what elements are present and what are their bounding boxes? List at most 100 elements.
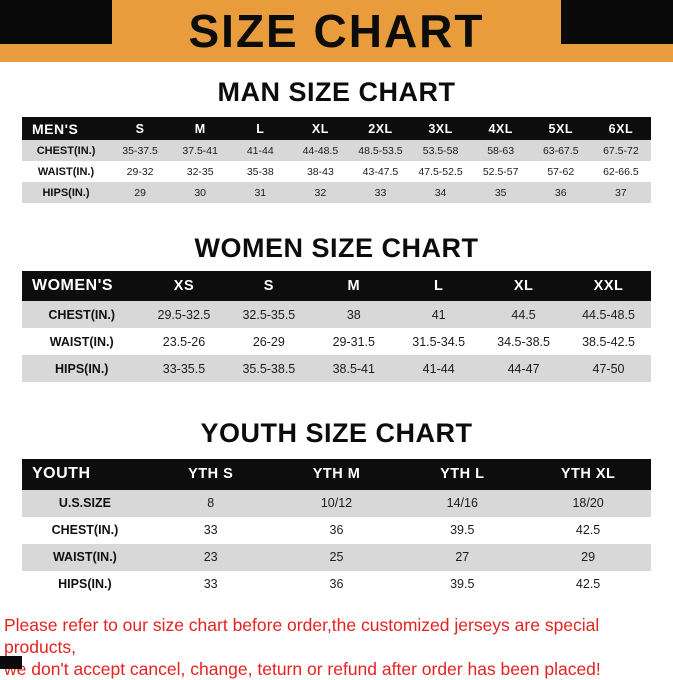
value-cell: 37.5-41 (182, 144, 218, 157)
value-cell: 44-48.5 (302, 144, 339, 157)
header-row: YOUTH YTH S YTH M YTH L YTH XL (22, 458, 651, 490)
size-header-cell: M (311, 271, 397, 302)
value-cell: 67.5-72 (603, 144, 639, 157)
row-label-cell: WAIST(IN.) (37, 165, 95, 178)
page-title: SIZE CHART (188, 5, 485, 57)
value-cell: 29.5-32.5 (157, 307, 211, 322)
value-cell: 63-67.5 (542, 144, 579, 157)
value-cell: 32-35 (186, 165, 214, 178)
size-header-cell: XXL (566, 271, 651, 302)
value-cell: 42.5 (575, 523, 601, 538)
value-cell: 36 (329, 523, 344, 538)
value-cell: 31 (254, 186, 267, 199)
youth-size-table: YOUTH YTH S YTH M YTH L YTH XL U.S.SIZE 8 10/12… (22, 458, 651, 598)
disclaimer-line-1: Please refer to our size chart before or… (4, 614, 600, 657)
women-size-table: WOMEN'S XS S M L XL XXL CHEST(IN.) 29.5-32.5 32.5… (22, 271, 651, 383)
table-title-cell: YOUTH (22, 458, 148, 490)
table-row: CHEST(IN.) 33 36 39.5 42.5 (22, 516, 651, 544)
value-cell: 52.5-57 (482, 165, 519, 178)
value-cell: 41-44 (246, 144, 274, 157)
value-cell: 36 (554, 186, 567, 199)
size-header-cell: M (170, 117, 231, 141)
value-cell: 32 (314, 186, 327, 199)
size-header-cell: YTH L (399, 458, 526, 490)
value-cell: 39.5 (450, 577, 475, 592)
size-header-cell: 2XL (350, 117, 411, 141)
header-row: MEN'S S M L XL 2XL 3XL 4XL 5XL 6XL (22, 117, 651, 141)
row-label-cell: HIPS(IN.) (42, 186, 90, 199)
women-section-heading: WOMEN SIZE CHART (194, 233, 479, 264)
disclaimer: Please refer to our size chart before or… (0, 614, 673, 680)
table-row: U.S.SIZE 8 10/12 14/16 18/20 (22, 489, 651, 517)
value-cell: 10/12 (320, 496, 353, 511)
value-cell: 53.5-58 (422, 144, 459, 157)
value-cell: 27 (455, 550, 470, 565)
table-row: WAIST(IN.) 29-32 32-35 35-38 38-43 43-47.5 47.… (22, 161, 651, 183)
value-cell: 35-37.5 (122, 144, 158, 157)
value-cell: 42.5 (575, 577, 601, 592)
value-cell: 44.5 (511, 307, 536, 322)
value-cell: 33 (203, 523, 218, 538)
value-cell: 23.5-26 (162, 334, 206, 349)
value-cell: 34 (434, 186, 447, 199)
youth-section-heading: YOUTH SIZE CHART (200, 418, 473, 449)
size-header-cell: XL (290, 117, 351, 141)
header-row: WOMEN'S XS S M L XL XXL (22, 271, 651, 302)
value-cell: 38.5-42.5 (582, 334, 635, 349)
man-section-heading: MAN SIZE CHART (217, 77, 456, 107)
value-cell: 8 (207, 496, 215, 511)
value-cell: 35.5-38.5 (242, 361, 296, 376)
value-cell: 44-47 (507, 361, 540, 376)
value-cell: 57-62 (547, 165, 575, 178)
value-cell: 58-63 (487, 144, 515, 157)
size-header-cell: 5XL (530, 117, 591, 141)
row-label-cell: CHEST(IN.) (51, 523, 119, 538)
banner-corner-left (0, 0, 112, 44)
value-cell: 32.5-35.5 (242, 307, 296, 322)
value-cell: 29 (581, 550, 596, 565)
value-cell: 31.5-34.5 (412, 334, 466, 349)
value-cell: 47-50 (592, 361, 625, 376)
size-header-cell: 6XL (590, 117, 651, 141)
row-label-cell: U.S.SIZE (58, 496, 111, 511)
size-header-cell: 3XL (410, 117, 471, 141)
value-cell: 43-47.5 (362, 165, 399, 178)
value-cell: 35-38 (246, 165, 274, 178)
value-cell: 39.5 (450, 523, 475, 538)
table-title-cell: MEN'S (22, 117, 111, 141)
table-row: CHEST(IN.) 29.5-32.5 32.5-35.5 38 41 44.5 44.5… (22, 301, 651, 329)
value-cell: 41-44 (422, 361, 455, 376)
row-label-cell: HIPS(IN.) (55, 361, 109, 376)
value-cell: 29-32 (126, 165, 154, 178)
value-cell: 14/16 (446, 496, 478, 511)
value-cell: 23 (203, 550, 218, 565)
table-title-cell: WOMEN'S (22, 271, 142, 302)
bottom-corner-mark (0, 656, 22, 669)
row-label-cell: HIPS(IN.) (58, 577, 112, 592)
value-cell: 34.5-38.5 (497, 334, 550, 349)
value-cell: 38.5-41 (332, 361, 375, 376)
value-cell: 38 (346, 307, 361, 322)
value-cell: 37 (615, 186, 627, 199)
youth-size-chart-section: YOUTH SIZE CHART YOUTH YTH S YTH M YTH L YTH… (0, 418, 673, 598)
value-cell: 33 (203, 577, 218, 592)
value-cell: 30 (194, 186, 207, 199)
size-header-cell: 4XL (470, 117, 531, 141)
value-cell: 25 (329, 550, 344, 565)
value-cell: 29 (134, 186, 146, 199)
value-cell: 18/20 (572, 496, 604, 511)
value-cell: 62-66.5 (603, 165, 639, 178)
value-cell: 35 (494, 186, 507, 199)
value-cell: 36 (329, 577, 344, 592)
size-header-cell: S (110, 117, 171, 141)
women-size-chart-section: WOMEN SIZE CHART WOMEN'S XS S M L XL XXL CHEST(… (0, 233, 673, 383)
size-header-cell: YTH M (273, 458, 400, 490)
value-cell: 29-31.5 (332, 334, 375, 349)
value-cell: 26-29 (252, 334, 285, 349)
size-header-cell: YTH XL (525, 458, 651, 490)
size-header-cell: YTH S (147, 458, 274, 490)
size-header-cell: XL (481, 271, 567, 302)
row-label-cell: CHEST(IN.) (48, 307, 116, 322)
value-cell: 41 (431, 307, 446, 322)
